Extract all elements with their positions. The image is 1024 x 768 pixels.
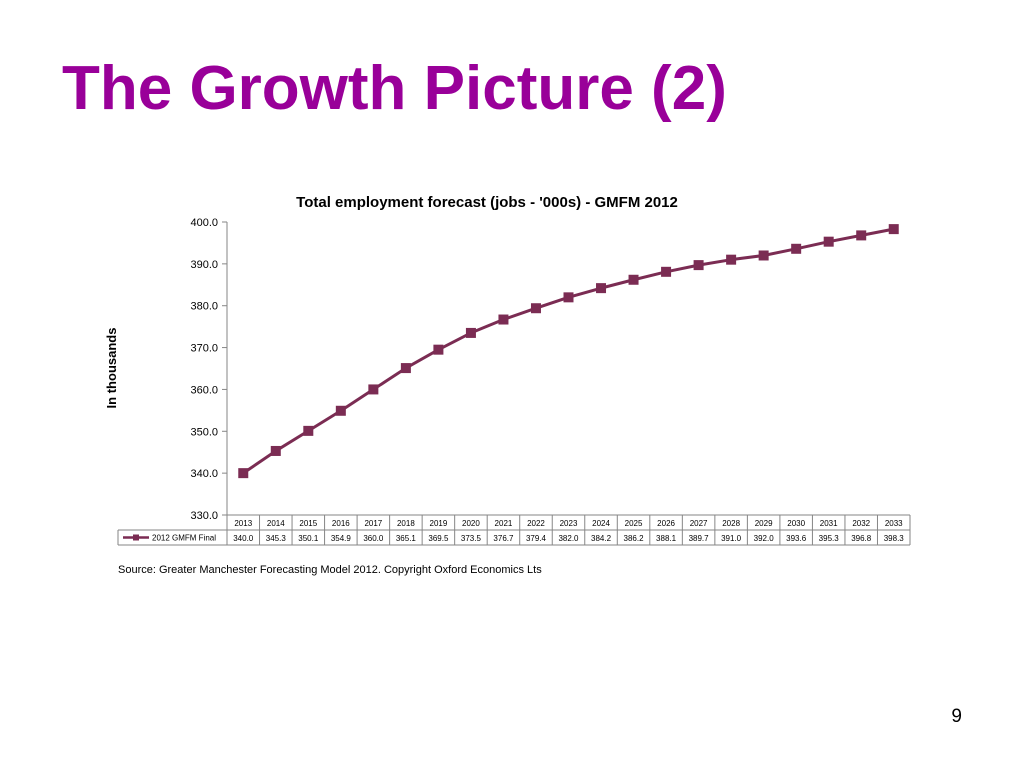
data-point <box>433 344 444 355</box>
y-tick-label: 390.0 <box>190 259 218 271</box>
chart-title: Total employment forecast (jobs - '000s)… <box>296 194 678 211</box>
data-value-label: 396.8 <box>851 534 872 543</box>
x-tick-label: 2025 <box>625 519 643 528</box>
data-point <box>726 254 737 265</box>
x-tick-label: 2031 <box>820 519 838 528</box>
data-value-label: 395.3 <box>819 534 840 543</box>
x-tick-label: 2013 <box>234 519 252 528</box>
data-point <box>888 224 899 235</box>
data-point <box>465 327 476 338</box>
data-point <box>498 314 509 325</box>
data-value-label: 389.7 <box>689 534 710 543</box>
x-tick-label: 2028 <box>722 519 740 528</box>
x-tick-label: 2029 <box>755 519 773 528</box>
data-value-label: 373.5 <box>461 534 482 543</box>
data-value-label: 376.7 <box>493 534 514 543</box>
data-point <box>303 425 314 436</box>
y-tick-label: 400.0 <box>190 217 218 229</box>
data-value-label: 391.0 <box>721 534 742 543</box>
x-tick-label: 2022 <box>527 519 545 528</box>
x-tick-label: 2027 <box>690 519 708 528</box>
data-point <box>563 292 574 303</box>
x-tick-label: 2030 <box>787 519 805 528</box>
data-value-label: 354.9 <box>331 534 352 543</box>
data-point <box>368 384 379 395</box>
y-tick-label: 350.0 <box>190 426 218 438</box>
page-number: 9 <box>951 706 962 727</box>
y-tick-label: 340.0 <box>190 468 218 480</box>
source-note: Source: Greater Manchester Forecasting M… <box>118 564 542 576</box>
data-point <box>596 283 607 294</box>
data-point <box>335 405 346 416</box>
data-point <box>661 266 672 277</box>
data-value-label: 360.0 <box>363 534 384 543</box>
x-tick-label: 2032 <box>852 519 870 528</box>
y-tick-label: 330.0 <box>190 510 218 522</box>
x-tick-label: 2019 <box>430 519 448 528</box>
x-tick-label: 2018 <box>397 519 415 528</box>
x-tick-label: 2021 <box>495 519 513 528</box>
y-tick-label: 370.0 <box>190 343 218 355</box>
x-tick-label: 2015 <box>299 519 317 528</box>
data-value-label: 379.4 <box>526 534 547 543</box>
x-tick-label: 2026 <box>657 519 675 528</box>
data-value-label: 392.0 <box>754 534 775 543</box>
legend-marker <box>133 534 139 541</box>
x-tick-label: 2020 <box>462 519 480 528</box>
data-point <box>791 243 802 254</box>
data-point <box>823 236 834 247</box>
data-value-label: 345.3 <box>266 534 287 543</box>
data-value-label: 340.0 <box>233 534 254 543</box>
x-tick-label: 2033 <box>885 519 903 528</box>
data-value-label: 386.2 <box>624 534 645 543</box>
legend-label: 2012 GMFM Final <box>152 534 216 543</box>
data-point <box>693 260 704 271</box>
x-tick-label: 2014 <box>267 519 285 528</box>
data-value-label: 382.0 <box>558 534 579 543</box>
data-point <box>270 445 281 456</box>
data-value-label: 365.1 <box>396 534 417 543</box>
data-point <box>238 468 249 479</box>
y-axis-label: In thousands <box>104 328 119 409</box>
data-value-label: 393.6 <box>786 534 807 543</box>
x-tick-label: 2023 <box>560 519 578 528</box>
data-point <box>758 250 769 261</box>
data-value-label: 398.3 <box>884 534 905 543</box>
slide-title: The Growth Picture (2) <box>62 54 727 123</box>
x-tick-label: 2016 <box>332 519 350 528</box>
y-tick-label: 360.0 <box>190 384 218 396</box>
data-point <box>400 363 411 374</box>
series-line <box>242 227 895 475</box>
data-value-label: 388.1 <box>656 534 677 543</box>
data-point <box>530 303 541 314</box>
data-value-label: 369.5 <box>428 534 449 543</box>
data-point <box>856 230 867 241</box>
x-tick-label: 2017 <box>364 519 382 528</box>
data-value-label: 384.2 <box>591 534 612 543</box>
data-value-label: 350.1 <box>298 534 319 543</box>
x-tick-label: 2024 <box>592 519 610 528</box>
data-point <box>628 274 639 285</box>
y-tick-label: 380.0 <box>190 301 218 313</box>
